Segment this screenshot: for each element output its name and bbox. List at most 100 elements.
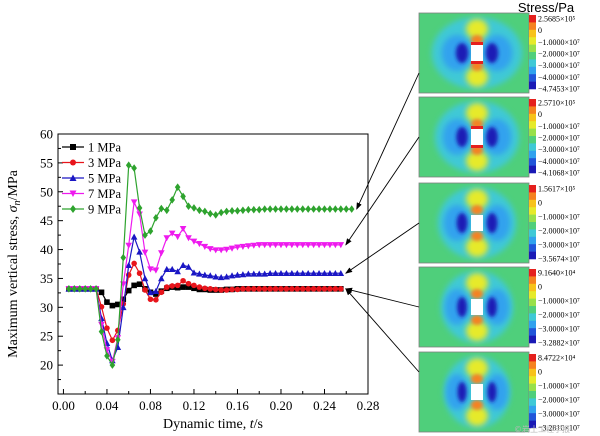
colorbar-label: 8.4722×10⁴: [538, 354, 576, 363]
data-point-5-mpa: [272, 269, 279, 277]
data-point-3-mpa: [109, 337, 116, 344]
watermark: ©岩土工程学报: [514, 424, 570, 434]
data-point-5-mpa: [239, 271, 247, 278]
data-point-7-mpa: [321, 242, 328, 249]
data-point-9-mpa: [223, 207, 230, 216]
x-axis-label: Dynamic time, t/s: [163, 417, 263, 432]
colorbar-label: 0: [538, 368, 542, 377]
contour-zone-right-dark-blue: [486, 127, 498, 147]
colorbar-segment: [529, 44, 536, 53]
colorbar-label: −3.0000×10⁷: [538, 241, 580, 250]
data-point-9-mpa: [343, 205, 350, 213]
colorbar-segment: [529, 150, 536, 159]
colorbar-segment: [529, 214, 536, 223]
contour-zone-bottom-red: [471, 145, 483, 148]
series-line-5-mpa: [68, 234, 341, 363]
data-point-9-mpa: [348, 205, 355, 213]
data-point-9-mpa: [104, 352, 110, 360]
data-point-3-mpa: [142, 287, 148, 293]
data-point-9-mpa: [327, 205, 333, 213]
data-point-7-mpa: [272, 242, 279, 249]
tunnel-opening: [471, 215, 483, 231]
colorbar-label: −4.0000×10⁷: [538, 157, 580, 166]
data-point-5-mpa: [250, 270, 258, 277]
y-tick-label: 20: [40, 358, 53, 373]
data-point-3-mpa: [305, 286, 311, 292]
y-axis-ticks: 20 25 30 35 40 45 50 55 60: [40, 127, 63, 381]
y-tick-label: 25: [40, 329, 53, 344]
data-point-3-mpa: [261, 286, 268, 292]
data-point-5-mpa: [136, 248, 143, 255]
colorbar-label: 2.5685×10⁵: [538, 15, 576, 24]
data-point-5-mpa: [304, 269, 312, 277]
data-point-1-mpa: [185, 284, 192, 290]
data-point-9-mpa: [240, 206, 246, 215]
legend-label: 5 MPa: [88, 172, 121, 186]
data-point-9-mpa: [131, 164, 137, 172]
data-point-9-mpa: [82, 285, 88, 293]
colorbar-segment: [529, 313, 536, 322]
data-point-3-mpa: [212, 286, 219, 293]
contour-zone-bottom-orange: [471, 315, 483, 325]
data-point-7-mpa: [337, 242, 345, 249]
contour-zone-bottom-yellow: [466, 67, 488, 87]
data-point-9-mpa: [87, 285, 94, 293]
data-point-9-mpa: [163, 206, 170, 215]
colorbar-label: 0: [538, 199, 542, 208]
colorbar-segment: [529, 29, 536, 38]
colorbar-segment: [529, 398, 536, 407]
data-point-7-mpa: [288, 242, 296, 249]
pointer-1-mpa: [345, 288, 420, 373]
data-point-9-mpa: [321, 205, 328, 213]
data-point-3-mpa: [278, 286, 284, 292]
contour-zone-top-yellow: [466, 189, 488, 209]
pointer-3-mpa: [344, 287, 420, 308]
contour-field: [419, 267, 529, 347]
data-point-3-mpa: [158, 289, 165, 296]
data-point-3-mpa: [131, 260, 137, 267]
data-point-9-mpa: [136, 204, 143, 212]
data-point-7-mpa: [234, 244, 241, 251]
tunnel-opening: [471, 384, 483, 400]
data-point-5-mpa: [190, 269, 198, 276]
colorbar-segment: [529, 328, 536, 336]
colorbar-segment: [529, 99, 536, 107]
x-tick-label: 0.28: [357, 398, 380, 413]
data-point-9-mpa: [93, 285, 99, 293]
data-point-5-mpa: [326, 269, 334, 277]
data-point-9-mpa: [109, 361, 116, 369]
data-point-7-mpa: [212, 247, 220, 254]
legend-item-1-mpa: 1 MPa: [62, 141, 121, 155]
contour-zone-bottom-yellow: [466, 321, 488, 341]
data-point-7-mpa: [125, 242, 133, 249]
colorbar-segment: [529, 121, 536, 129]
data-point-3-mpa: [316, 286, 322, 292]
data-point-7-mpa: [250, 242, 258, 249]
data-point-9-mpa: [278, 205, 284, 213]
contour-zone-bottom-red: [471, 61, 483, 64]
colorbar-segment: [529, 192, 536, 201]
data-point-9-mpa: [283, 205, 290, 213]
data-point-9-mpa: [250, 205, 257, 214]
colorbar-label: −4.1068×10⁷: [538, 169, 580, 178]
data-point-9-mpa: [294, 205, 301, 213]
data-point-5-mpa: [293, 269, 301, 277]
colorbar-segment: [529, 185, 536, 193]
data-point-5-mpa: [332, 269, 339, 277]
data-point-3-mpa: [250, 286, 257, 292]
colorbar-segment: [529, 143, 536, 152]
data-point-7-mpa: [174, 234, 181, 241]
data-point-5-mpa: [163, 265, 171, 272]
data-point-5-mpa: [234, 271, 241, 278]
colorbar-segment: [529, 81, 536, 90]
data-point-5-mpa: [255, 270, 263, 277]
data-point-3-mpa: [294, 286, 301, 292]
data-point-3-mpa: [299, 286, 306, 292]
contour-zone-left-dark-blue: [456, 127, 468, 147]
data-point-3-mpa: [327, 286, 333, 292]
x-tick-label: 0.00: [52, 398, 75, 413]
data-point-9-mpa: [66, 285, 72, 293]
data-point-3-mpa: [240, 286, 246, 292]
data-point-7-mpa: [152, 267, 160, 274]
